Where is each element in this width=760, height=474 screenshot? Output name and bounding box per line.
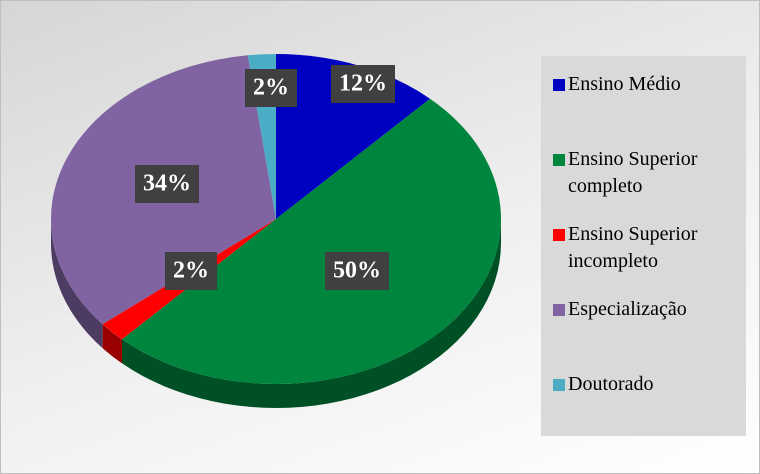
value-label: 2% xyxy=(165,252,217,290)
legend-item: Ensino Superior completo xyxy=(553,146,743,200)
legend: Ensino Médio Ensino Superior completo Ensi… xyxy=(541,56,746,436)
legend-swatch xyxy=(553,229,565,241)
legend-swatch xyxy=(553,379,565,391)
value-label-bg xyxy=(135,165,199,203)
legend-label: Doutorado xyxy=(568,373,654,395)
legend-swatch xyxy=(553,304,565,316)
legend-label: Especialização xyxy=(568,298,687,320)
value-label: 34% xyxy=(135,165,199,203)
value-label-text: 2% xyxy=(253,75,289,101)
value-label: 50% xyxy=(325,252,389,290)
slice-side xyxy=(121,219,501,408)
legend-item: Doutorado xyxy=(553,371,743,398)
pie-area: 12% 50% 2% 34% 2% xyxy=(51,54,501,408)
legend-label: Ensino Médio xyxy=(568,73,681,95)
value-label-bg xyxy=(245,69,297,107)
value-label-text: 50% xyxy=(333,258,381,284)
legend-item: Ensino Médio xyxy=(553,71,743,98)
legend-item: Ensino Superior incompleto xyxy=(553,221,743,275)
value-label-text: 34% xyxy=(143,171,191,197)
value-label-bg xyxy=(331,65,395,103)
value-label: 2% xyxy=(245,69,297,107)
value-label-bg xyxy=(165,252,217,290)
value-label-text: 12% xyxy=(339,71,387,97)
legend-label: Ensino Superior incompleto xyxy=(568,223,698,272)
value-label-text: 2% xyxy=(173,258,209,284)
slice xyxy=(121,98,501,384)
legend-item: Especialização xyxy=(553,296,743,323)
slice-side xyxy=(102,324,122,364)
value-label-bg xyxy=(325,252,389,290)
legend-swatch xyxy=(553,79,565,91)
value-label: 12% xyxy=(331,65,395,103)
legend-swatch xyxy=(553,154,565,166)
slice-side xyxy=(51,219,103,349)
legend-label: Ensino Superior completo xyxy=(568,148,698,197)
